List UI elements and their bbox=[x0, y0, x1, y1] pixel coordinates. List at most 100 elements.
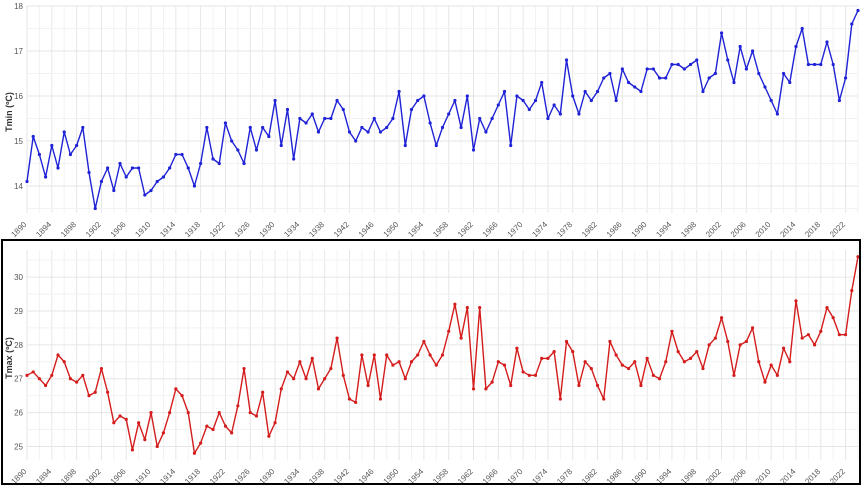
data-point bbox=[626, 80, 631, 85]
data-point bbox=[372, 353, 376, 357]
data-point bbox=[695, 58, 699, 62]
data-point bbox=[800, 336, 804, 340]
data-point bbox=[273, 421, 277, 425]
data-point bbox=[316, 387, 321, 391]
x-tick-label: 1938 bbox=[307, 220, 326, 239]
data-point bbox=[397, 360, 401, 364]
data-point bbox=[62, 130, 66, 134]
data-point bbox=[186, 410, 190, 415]
tmax-points bbox=[25, 255, 860, 455]
data-point bbox=[496, 103, 500, 107]
data-point bbox=[515, 346, 519, 350]
data-point bbox=[137, 421, 141, 425]
data-point bbox=[230, 431, 234, 435]
x-tick-label: 2014 bbox=[778, 467, 797, 486]
data-point bbox=[750, 49, 755, 53]
x-tick-label: 2018 bbox=[803, 220, 822, 239]
data-point bbox=[93, 390, 97, 394]
x-tick-label: 2006 bbox=[729, 467, 748, 486]
data-point bbox=[856, 8, 860, 13]
data-point bbox=[434, 143, 438, 148]
data-point bbox=[812, 62, 817, 67]
data-point bbox=[843, 76, 848, 80]
x-tick-label: 1922 bbox=[208, 467, 227, 486]
data-point bbox=[62, 360, 66, 364]
x-tick-label: 2010 bbox=[754, 220, 773, 239]
data-point bbox=[385, 125, 389, 130]
x-tick-label: 1974 bbox=[530, 467, 549, 486]
data-point bbox=[775, 112, 779, 116]
data-point bbox=[329, 116, 333, 121]
x-tick-label: 1890 bbox=[9, 220, 28, 239]
data-point bbox=[403, 143, 407, 148]
y-tick-label: 29 bbox=[14, 307, 23, 316]
data-point bbox=[81, 373, 85, 377]
data-point bbox=[757, 71, 761, 76]
data-point bbox=[310, 112, 314, 116]
data-point bbox=[168, 410, 172, 415]
data-point bbox=[794, 44, 798, 49]
x-tick-label: 1934 bbox=[282, 467, 301, 486]
data-point bbox=[670, 62, 674, 67]
data-point bbox=[447, 329, 451, 333]
data-point bbox=[192, 184, 197, 188]
data-point bbox=[323, 377, 327, 381]
y-tick-label: 15 bbox=[14, 137, 23, 146]
data-point bbox=[552, 350, 556, 354]
data-point bbox=[819, 62, 823, 67]
x-tick-label: 1966 bbox=[481, 467, 500, 486]
data-point bbox=[794, 299, 798, 303]
data-point bbox=[812, 343, 817, 347]
data-point bbox=[701, 366, 705, 371]
data-point bbox=[484, 387, 488, 391]
data-point bbox=[323, 116, 327, 121]
data-point bbox=[31, 134, 35, 139]
data-point bbox=[310, 356, 314, 360]
data-point bbox=[682, 67, 686, 71]
x-tick-label: 1934 bbox=[282, 220, 301, 239]
data-point bbox=[422, 339, 426, 344]
data-point bbox=[434, 363, 438, 367]
data-point bbox=[68, 377, 73, 381]
data-point bbox=[378, 397, 383, 401]
tmax-grid bbox=[26, 250, 859, 460]
data-point bbox=[651, 67, 655, 71]
data-point bbox=[416, 98, 420, 103]
data-point bbox=[279, 143, 283, 148]
data-point bbox=[130, 166, 135, 170]
data-point bbox=[819, 329, 823, 333]
data-point bbox=[329, 366, 333, 371]
data-point bbox=[124, 175, 128, 179]
data-point bbox=[732, 80, 736, 85]
x-tick-label: 1918 bbox=[183, 220, 202, 239]
data-point bbox=[763, 85, 767, 89]
data-point bbox=[31, 370, 35, 374]
data-point bbox=[664, 76, 668, 80]
x-tick-label: 1946 bbox=[357, 220, 376, 239]
data-point bbox=[533, 98, 538, 103]
x-tick-label: 1894 bbox=[34, 220, 53, 239]
data-point bbox=[316, 130, 321, 134]
data-point bbox=[750, 326, 755, 330]
data-point bbox=[273, 98, 277, 103]
data-point bbox=[242, 366, 246, 371]
data-point bbox=[558, 112, 562, 116]
data-point bbox=[25, 179, 29, 184]
data-point bbox=[577, 383, 581, 388]
data-point bbox=[180, 152, 184, 157]
data-point bbox=[626, 366, 631, 371]
data-point bbox=[261, 125, 265, 130]
data-point bbox=[285, 370, 290, 374]
data-point bbox=[298, 360, 302, 364]
data-point bbox=[205, 424, 209, 428]
x-tick-label: 1998 bbox=[679, 220, 698, 239]
data-point bbox=[254, 148, 259, 152]
data-point bbox=[831, 62, 835, 67]
data-point bbox=[137, 166, 141, 170]
data-point bbox=[161, 175, 166, 179]
y-tick-label: 26 bbox=[14, 409, 23, 418]
data-point bbox=[428, 353, 432, 357]
data-point bbox=[335, 98, 339, 103]
y-tick-label: 17 bbox=[14, 47, 23, 56]
data-point bbox=[68, 152, 73, 157]
